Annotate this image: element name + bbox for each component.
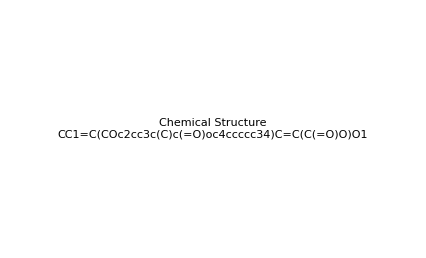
Text: Chemical Structure
CC1=C(COc2cc3c(C)c(=O)oc4ccccc34)C=C(C(=O)O)O1: Chemical Structure CC1=C(COc2cc3c(C)c(=O… bbox=[58, 118, 368, 140]
